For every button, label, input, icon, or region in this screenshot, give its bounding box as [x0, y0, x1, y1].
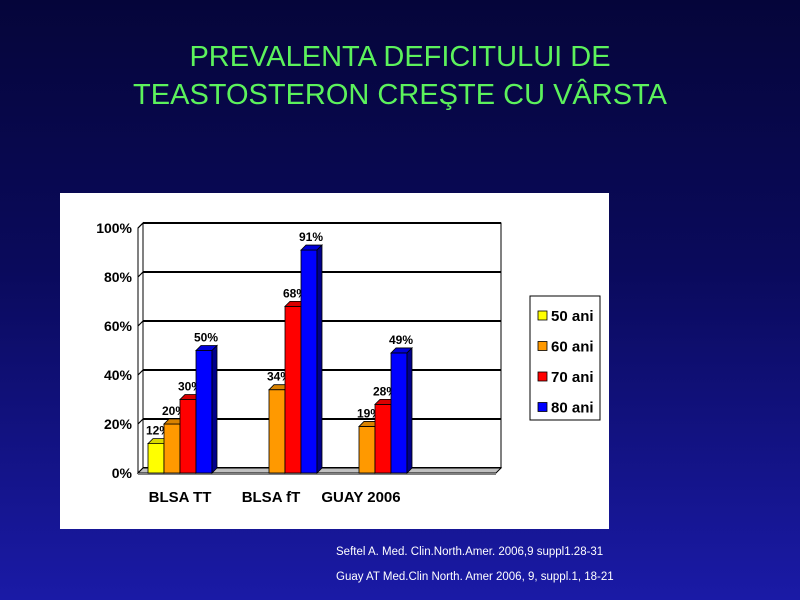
slide-title-line-1: PREVALENTA DEFICITULUI DE [189, 41, 611, 73]
legend-swatch [537, 341, 548, 351]
bar [179, 399, 197, 474]
legend-label: 80 ani [551, 400, 594, 417]
bar-side [316, 244, 323, 474]
legend-label: 70 ani [551, 369, 594, 386]
legend-swatch [537, 402, 548, 412]
y-tick-label: 20% [104, 416, 133, 432]
bar-side [211, 344, 218, 474]
x-category-label: BLSA fT [242, 489, 301, 506]
chart-floor-edge [138, 473, 496, 475]
chart-panel: 0% 20% 40% 60% 80% 100% 12% 20% 30% 50% 34% 68% 91% 1… [60, 193, 609, 529]
citations: Seftel A. Med. Clin.North.Amer. 2006,9 s… [336, 540, 614, 590]
bar-side [406, 346, 413, 474]
gridline-depth [137, 369, 144, 376]
x-category-label: BLSA TT [149, 489, 212, 506]
legend-label: 50 ani [551, 308, 594, 325]
data-label: 50% [194, 331, 218, 345]
prevalence-bar-chart: 0%20%40%60%80%100%12%20%30%50%34%68%91%1… [96, 220, 601, 506]
gridline-depth [137, 222, 144, 229]
gridline-depth [137, 271, 144, 278]
y-tick-label: 40% [104, 367, 133, 383]
chart-side-wall [137, 221, 144, 475]
bar [163, 423, 181, 474]
gridline-depth [137, 418, 144, 425]
y-tick-label: 80% [104, 269, 133, 285]
bar [358, 426, 376, 474]
slide-title-line-2: TEASTOSTERON CREŞTE CU VÂRSTA [133, 79, 667, 111]
y-tick-label: 100% [96, 220, 132, 236]
legend-label: 60 ani [551, 339, 594, 356]
legend-swatch [537, 310, 548, 321]
bar [268, 389, 286, 474]
bar [195, 350, 213, 474]
x-category-label: GUAY 2006 [321, 489, 400, 506]
gridline-depth [137, 320, 144, 327]
data-label: 49% [389, 333, 413, 347]
citation-2: Guay AT Med.Clin North. Amer 2006, 9, su… [336, 571, 614, 583]
bar [300, 249, 318, 474]
bar [284, 306, 302, 474]
bar [374, 403, 392, 474]
legend-swatch [537, 371, 548, 382]
data-label: 91% [299, 230, 323, 244]
citation-1: Seftel A. Med. Clin.North.Amer. 2006,9 s… [336, 546, 604, 558]
bar [390, 352, 408, 474]
bar [147, 443, 165, 474]
y-tick-label: 60% [104, 318, 133, 334]
slide-title: PREVALENTA DEFICITULUI DE TEASTOSTERON C… [0, 38, 800, 114]
y-tick-label: 0% [112, 465, 133, 481]
